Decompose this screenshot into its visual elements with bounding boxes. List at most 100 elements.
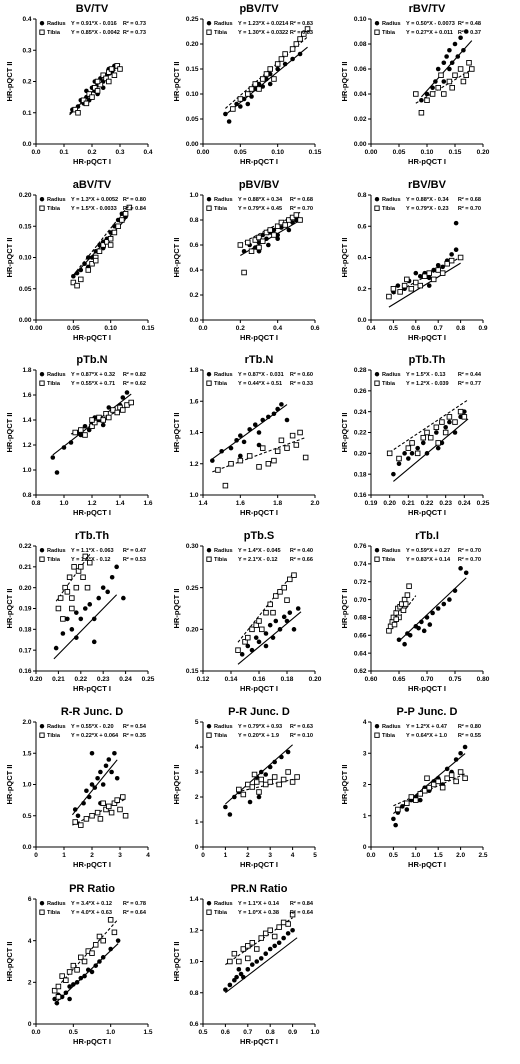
radius-point: [447, 597, 452, 602]
y-tick-label: 0.2: [189, 292, 198, 299]
chart-title: R-R Junc. D: [61, 706, 123, 718]
tibia-point: [278, 56, 285, 62]
tibia-point: [126, 204, 133, 211]
y-tick-label: 0.70: [354, 597, 367, 604]
tibia-point: [119, 217, 125, 223]
legend-tibia: Tibia Y = 0.83*X + 0.14 R² = 0.70: [374, 556, 481, 563]
tibia-point: [66, 969, 73, 975]
plot-area: [70, 204, 133, 289]
tibia-point: [245, 943, 251, 949]
tibia-point: [404, 800, 410, 807]
radius-point: [452, 41, 458, 47]
x-tick-label: 2: [246, 852, 250, 859]
legend-circle-icon: [206, 21, 212, 26]
radius-point: [100, 782, 106, 787]
tibia-point: [446, 414, 453, 420]
y-tick-label: 0.18: [354, 471, 367, 478]
tibia-point: [245, 239, 251, 246]
legend-equation: Y = 0.79*X - 0.23: [406, 206, 449, 212]
legend-square-icon: [206, 556, 212, 562]
x-tick-label: 0: [34, 852, 38, 859]
tibia-point: [117, 806, 123, 813]
radius-point: [449, 252, 454, 257]
radius-point: [426, 283, 432, 288]
tibia-point: [55, 983, 62, 990]
x-axis-label: HR-pQCT I: [408, 157, 446, 166]
radius-point: [458, 35, 463, 41]
radius-point: [82, 973, 87, 979]
y-tick-label: 1.2: [189, 927, 198, 934]
tibia-point: [92, 942, 99, 948]
y-tick-label: 0: [195, 844, 199, 851]
plot-area: [386, 399, 469, 482]
y-tick-label: 0.10: [186, 91, 199, 98]
x-tick-label: 0.22: [74, 676, 87, 683]
y-axis-label: HR-pQCT II: [340, 413, 349, 453]
x-tick-label: 0.05: [67, 325, 80, 332]
radius-point: [78, 616, 84, 622]
y-tick-label: 0.19: [19, 606, 32, 613]
tibia-point: [97, 81, 104, 88]
tibia-point: [460, 78, 467, 85]
tibia-point: [246, 453, 253, 459]
x-tick-label: 1.4: [198, 500, 207, 507]
tibia-point: [417, 791, 424, 797]
chart-title: rTb.Th: [75, 530, 109, 542]
tibia-point: [249, 784, 256, 790]
legend-square-icon: [374, 556, 380, 562]
y-tick-label: 0.00: [354, 141, 367, 148]
radius-point: [452, 430, 458, 435]
y-tick-label: 1.4: [189, 430, 198, 437]
x-tick-label: 0.4: [143, 149, 152, 156]
legend-series-name: Radius: [47, 21, 66, 27]
radius-point: [238, 104, 243, 109]
radius-point: [234, 101, 239, 107]
x-tick-label: 0.0: [366, 852, 375, 859]
x-tick-label: 2: [90, 852, 94, 859]
tibia-point: [84, 584, 91, 591]
y-tick-label: 1.2: [22, 442, 31, 449]
tibia-point: [282, 51, 288, 57]
tibia-point: [263, 609, 269, 616]
y-tick-label: 0.25: [186, 16, 199, 23]
y-tick-label: 0.15: [186, 66, 199, 73]
y-tick-label: 0.4: [189, 267, 198, 274]
legend-r-squared: R² = 0.70: [458, 556, 481, 563]
x-tick-label: 0.15: [309, 149, 322, 156]
tibia-point: [304, 26, 311, 32]
radius-point: [282, 61, 288, 67]
legend-tibia: Tibia Y = 1.30*X + 0.0322 R² = 0.83: [206, 29, 313, 36]
radius-point: [284, 618, 290, 624]
x-axis-label: HR-pQCT I: [240, 1037, 278, 1046]
radius-point: [290, 927, 295, 933]
tibia-point: [422, 788, 428, 794]
tibia-point: [128, 399, 134, 406]
legend-r-squared: R² = 0.60: [290, 371, 313, 378]
tibia-point: [285, 769, 291, 775]
x-axis-label: HR-pQCT I: [73, 1037, 111, 1046]
tibia-point: [82, 432, 88, 438]
legend-equation: Y = 0.79*X + 0.93: [238, 724, 282, 730]
y-tick-label: 0.25: [186, 585, 199, 592]
x-tick-label: 0.8: [266, 1029, 275, 1036]
tibia-point: [256, 618, 262, 624]
y-axis-label: HR-pQCT II: [340, 589, 349, 629]
legend-series-name: Radius: [382, 372, 401, 378]
x-tick-label: 0.24: [458, 500, 471, 507]
legend-circle-icon: [39, 724, 45, 729]
legend-tibia: Tibia Y = 0.44*X + 0.51 R² = 0.33: [206, 380, 313, 387]
legend-r-squared: R² = 0.35: [123, 732, 146, 739]
y-tick-label: 0.28: [354, 367, 367, 374]
radius-point: [78, 975, 84, 981]
radius-point: [100, 585, 106, 590]
tibia-point: [457, 408, 464, 415]
x-axis-label: HR-pQCT I: [408, 684, 446, 693]
legend-equation: Y = 0.91*X - 0.016: [71, 21, 117, 27]
tibia-point: [386, 628, 392, 634]
legend-r-squared: R² = 0.48: [458, 20, 481, 27]
tibia-point: [70, 962, 77, 969]
radius-point: [419, 619, 424, 625]
legend-equation: Y = 1.5*X - 0.13: [406, 372, 446, 378]
x-tick-label: 1.6: [236, 500, 245, 507]
